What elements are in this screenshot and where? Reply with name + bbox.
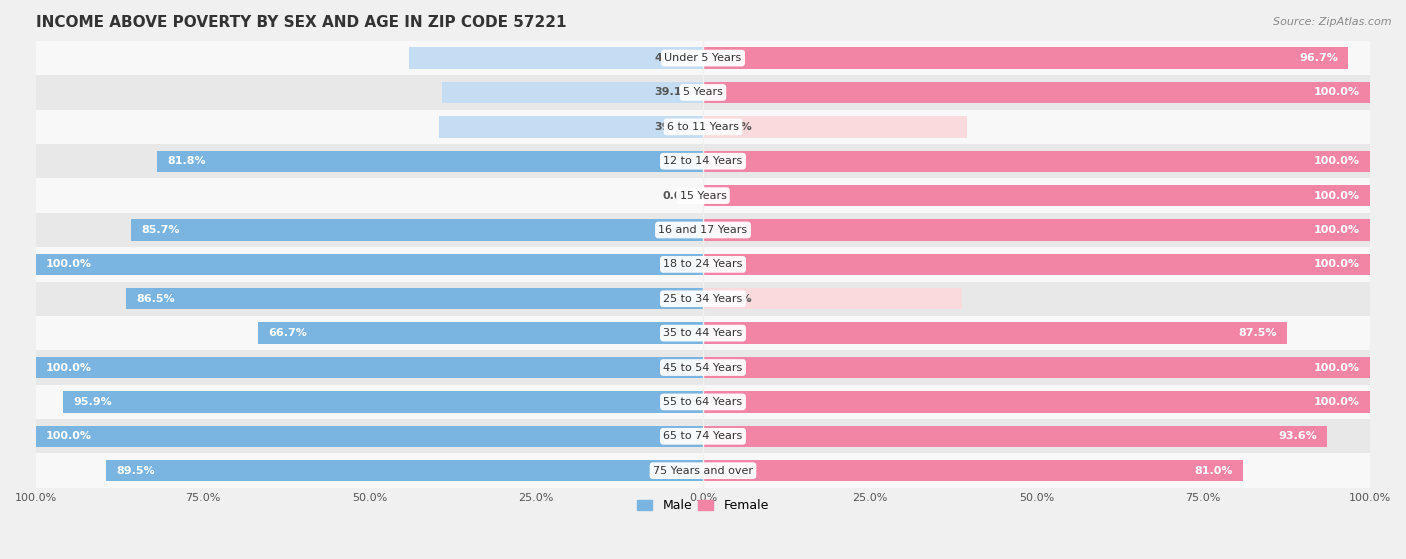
Bar	[37, 453, 1369, 488]
Bar	[37, 41, 1369, 75]
Bar	[37, 419, 1369, 453]
Text: 93.6%: 93.6%	[1278, 432, 1317, 441]
Text: 25 to 34 Years: 25 to 34 Years	[664, 294, 742, 304]
Bar	[703, 288, 963, 310]
Bar	[703, 460, 1243, 481]
Text: 100.0%: 100.0%	[1313, 87, 1360, 97]
Bar	[703, 425, 1327, 447]
Text: 100.0%: 100.0%	[1313, 363, 1360, 372]
Bar	[37, 316, 1369, 350]
Text: 89.5%: 89.5%	[117, 466, 155, 476]
Bar	[259, 323, 703, 344]
Text: 18 to 24 Years: 18 to 24 Years	[664, 259, 742, 269]
Text: 100.0%: 100.0%	[46, 363, 93, 372]
Text: 35 to 44 Years: 35 to 44 Years	[664, 328, 742, 338]
Bar	[703, 254, 1369, 275]
Text: INCOME ABOVE POVERTY BY SEX AND AGE IN ZIP CODE 57221: INCOME ABOVE POVERTY BY SEX AND AGE IN Z…	[37, 15, 567, 30]
Text: 100.0%: 100.0%	[1313, 191, 1360, 201]
Bar	[37, 282, 1369, 316]
Bar	[37, 144, 1369, 178]
Bar	[703, 116, 967, 138]
Text: 0.0%: 0.0%	[662, 191, 693, 201]
Bar	[37, 110, 1369, 144]
Text: 81.8%: 81.8%	[167, 156, 207, 166]
Text: 5 Years: 5 Years	[683, 87, 723, 97]
Bar	[37, 247, 1369, 282]
Text: 38.9%: 38.9%	[713, 294, 752, 304]
Text: 39.6%: 39.6%	[654, 122, 693, 132]
Text: 81.0%: 81.0%	[1195, 466, 1233, 476]
Text: 100.0%: 100.0%	[46, 432, 93, 441]
Text: Source: ZipAtlas.com: Source: ZipAtlas.com	[1274, 17, 1392, 27]
Text: 95.9%: 95.9%	[73, 397, 112, 407]
Text: 86.5%: 86.5%	[136, 294, 174, 304]
Text: 39.6%: 39.6%	[713, 122, 752, 132]
Text: 15 Years: 15 Years	[679, 191, 727, 201]
Text: 87.5%: 87.5%	[1239, 328, 1277, 338]
Bar	[37, 425, 703, 447]
Text: 65 to 74 Years: 65 to 74 Years	[664, 432, 742, 441]
Bar	[703, 357, 1369, 378]
Text: 66.7%: 66.7%	[269, 328, 307, 338]
Text: 39.1%: 39.1%	[654, 87, 693, 97]
Text: 96.7%: 96.7%	[1299, 53, 1339, 63]
Text: 100.0%: 100.0%	[1313, 397, 1360, 407]
Text: 100.0%: 100.0%	[1313, 259, 1360, 269]
Bar	[703, 48, 1348, 69]
Text: 100.0%: 100.0%	[46, 259, 93, 269]
Text: 45 to 54 Years: 45 to 54 Years	[664, 363, 742, 372]
Bar	[703, 82, 1369, 103]
Bar	[37, 254, 703, 275]
Bar	[37, 385, 1369, 419]
Bar	[439, 116, 703, 138]
Bar	[37, 178, 1369, 213]
Text: 44.1%: 44.1%	[654, 53, 693, 63]
Text: 55 to 64 Years: 55 to 64 Years	[664, 397, 742, 407]
Bar	[37, 213, 1369, 247]
Text: 16 and 17 Years: 16 and 17 Years	[658, 225, 748, 235]
Text: 100.0%: 100.0%	[1313, 225, 1360, 235]
Bar	[37, 357, 703, 378]
Bar	[409, 48, 703, 69]
Bar	[105, 460, 703, 481]
Bar	[703, 185, 1369, 206]
Legend: Male, Female: Male, Female	[633, 494, 773, 518]
Bar	[703, 323, 1286, 344]
Text: 6 to 11 Years: 6 to 11 Years	[666, 122, 740, 132]
Text: 100.0%: 100.0%	[1313, 156, 1360, 166]
Text: 85.7%: 85.7%	[142, 225, 180, 235]
Bar	[37, 350, 1369, 385]
Bar	[443, 82, 703, 103]
Text: Under 5 Years: Under 5 Years	[665, 53, 741, 63]
Bar	[703, 150, 1369, 172]
Bar	[703, 219, 1369, 241]
Bar	[132, 219, 703, 241]
Bar	[157, 150, 703, 172]
Bar	[127, 288, 703, 310]
Bar	[37, 75, 1369, 110]
Bar	[703, 391, 1369, 413]
Bar	[63, 391, 703, 413]
Text: 12 to 14 Years: 12 to 14 Years	[664, 156, 742, 166]
Text: 75 Years and over: 75 Years and over	[652, 466, 754, 476]
